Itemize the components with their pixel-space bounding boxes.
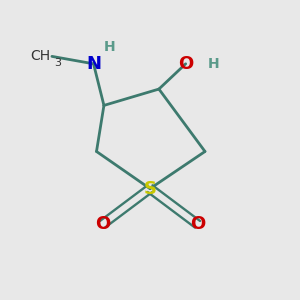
Text: H: H [208,57,220,71]
Text: H: H [104,40,116,55]
Text: CH: CH [30,50,50,63]
Text: N: N [86,55,101,73]
Text: O: O [190,215,205,233]
Text: O: O [178,55,193,73]
Text: S: S [143,180,157,198]
Text: O: O [95,215,110,233]
Text: 3: 3 [54,58,61,68]
